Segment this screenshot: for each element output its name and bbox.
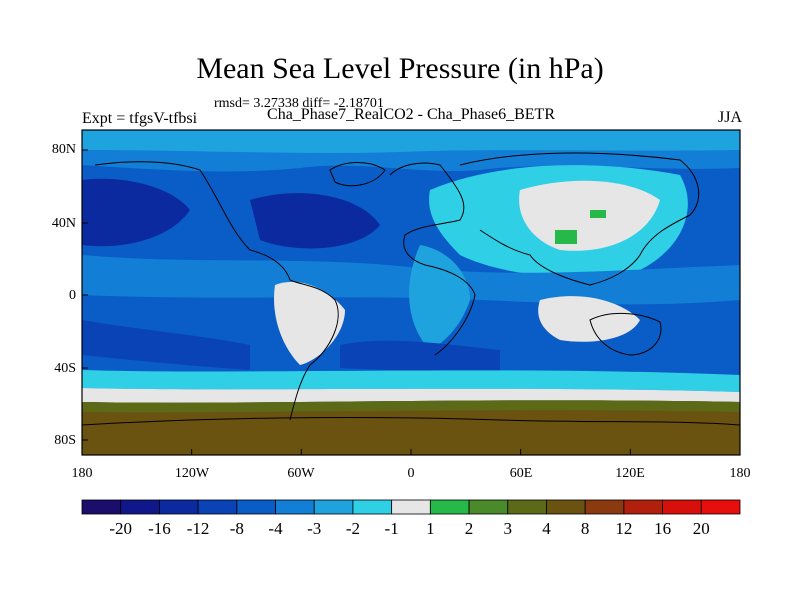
field-antarctic: [82, 400, 740, 455]
colorbar-swatch: [662, 499, 702, 515]
colorbar-label: -12: [186, 519, 210, 538]
colorbar-label: 12: [615, 519, 633, 538]
field-southern-white: [82, 388, 740, 403]
colorbar-swatch: [391, 499, 431, 515]
colorbar-label: -20: [109, 519, 133, 538]
colorbar-label: -1: [384, 519, 399, 538]
field-natl-dark: [250, 193, 380, 249]
colorbar-label: -16: [148, 519, 171, 538]
field-npac-dark: [82, 178, 190, 247]
coast-south-america: [289, 279, 339, 421]
stats-label: rmsd= 3.27338 diff= -2.18701: [214, 96, 384, 111]
colorbar-swatch: [197, 499, 238, 515]
ytick-label-40S: 40S: [54, 361, 76, 376]
field-indian: [538, 296, 640, 342]
ytick-label-40N: 40N: [51, 216, 76, 231]
colorbar-label: -8: [229, 519, 244, 538]
map-field: [82, 130, 740, 455]
field-green-spot: [590, 210, 606, 218]
coast-europe-africa: [389, 162, 476, 356]
ytick-label-0: 0: [69, 288, 76, 303]
colorbar-swatch: [352, 499, 393, 515]
field-antarctic-edge: [82, 400, 740, 413]
colorbar: [81, 499, 741, 515]
field-samerica: [274, 281, 345, 365]
colorbar-label: 1: [426, 519, 435, 538]
colorbar-swatch: [623, 499, 663, 515]
colorbar-label: 16: [654, 519, 672, 538]
colorbar-label: -2: [345, 519, 361, 538]
ytick-label-80N: 80N: [51, 142, 76, 157]
colorbar-label: -3: [307, 519, 322, 538]
field-asia-white: [519, 180, 660, 251]
experiment-label: Expt = tfgsV-tfbsi: [82, 110, 198, 127]
field-africa: [409, 245, 470, 350]
colorbar-label: 2: [464, 519, 474, 538]
subtitle: Cha_Phase7_RealCO2 - Cha_Phase6_BETR: [267, 106, 555, 123]
colorbar-swatch: [120, 499, 160, 515]
coast-australia: [589, 312, 662, 356]
xtick-label-180e: 180: [729, 466, 751, 481]
ytick-label-80S: 80S: [54, 433, 76, 448]
coast-antarctica: [82, 417, 740, 426]
xtick-label-0: 0: [407, 466, 415, 481]
colorbar-swatch: [275, 499, 315, 515]
coastlines: [82, 152, 740, 426]
field-spac: [82, 320, 250, 370]
coast-north-america: [94, 161, 291, 281]
chart-title: Mean Sea Level Pressure (in hPa): [196, 52, 604, 85]
xtick-label-60W: 60W: [287, 466, 315, 481]
field-southern-cyan: [82, 370, 740, 392]
field-tibet-green: [555, 230, 577, 244]
colorbar-label: 4: [542, 519, 551, 538]
coast-asia: [459, 152, 700, 286]
colorbar-swatch: [236, 499, 276, 515]
xtick-label-180w: 180: [71, 466, 93, 481]
colorbar-label: 8: [580, 519, 590, 538]
colorbar-swatch: [313, 499, 354, 515]
coast-greenland: [329, 162, 386, 187]
xtick-label-60E: 60E: [509, 466, 533, 481]
colorbar-label: 20: [692, 519, 710, 538]
colorbar-swatch: [546, 499, 586, 515]
tick-marks: [81, 149, 741, 455]
colorbar-swatch: [700, 499, 741, 515]
colorbar-swatch: [468, 499, 509, 515]
colorbar-swatch: [507, 499, 547, 515]
colorbar-swatch: [429, 499, 470, 515]
xtick-label-120E: 120E: [615, 466, 645, 481]
colorbar-label: 3: [503, 519, 513, 538]
xtick-label-120W: 120W: [174, 466, 210, 481]
colorbar-swatch: [81, 499, 122, 515]
colorbar-swatch: [159, 499, 199, 515]
field-arctic-light: [82, 130, 740, 153]
field-satl: [340, 340, 500, 375]
colorbar-label: -4: [268, 519, 283, 538]
season-label: JJA: [717, 109, 742, 126]
colorbar-swatch: [584, 499, 625, 515]
